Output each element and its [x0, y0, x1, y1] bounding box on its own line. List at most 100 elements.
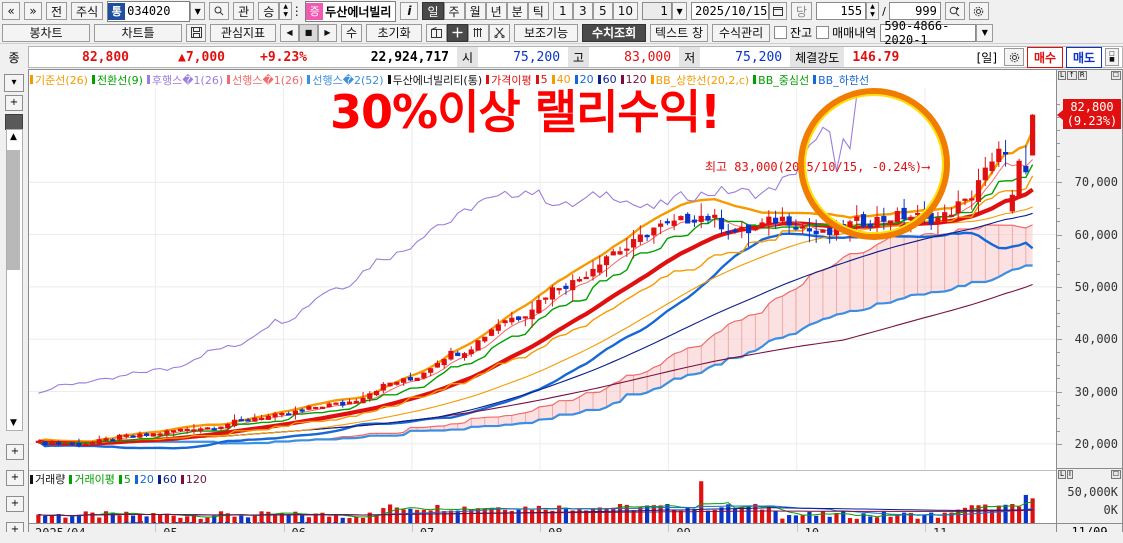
legend-item[interactable]: 두산에너빌리티(통): [387, 72, 482, 88]
add-pane-icon-2[interactable]: +: [6, 470, 24, 486]
drag-handle-icon[interactable]: ⋮: [290, 4, 303, 18]
stock-code-box[interactable]: 통: [107, 0, 191, 22]
move-crosshair-icon[interactable]: [447, 23, 469, 42]
period-week-button[interactable]: 주: [443, 2, 465, 20]
bar-total-field[interactable]: 999: [888, 2, 941, 20]
buy-button[interactable]: 매수: [1027, 46, 1063, 68]
legend-item[interactable]: BB_상한선(20,2,c): [650, 72, 749, 88]
gwansim-jipyo-button[interactable]: 관심지표: [210, 23, 276, 42]
tick-count-field[interactable]: 1: [642, 2, 673, 20]
su-button[interactable]: 수: [341, 23, 363, 42]
tick-3-button[interactable]: 3: [572, 2, 593, 20]
legend-item[interactable]: 전환선(9): [91, 72, 143, 88]
legend-item[interactable]: 거래량: [30, 471, 65, 487]
maemae-checkbox-box[interactable]: [816, 26, 830, 39]
save-icon[interactable]: [186, 23, 206, 42]
bongchart-button[interactable]: 봉차트: [2, 23, 90, 42]
period-minute-button[interactable]: 분: [506, 2, 528, 20]
period-day-button[interactable]: 일: [422, 2, 444, 20]
vol-axis-left-toggle[interactable]: L: [1058, 470, 1066, 479]
stock-code-input[interactable]: [125, 3, 190, 19]
period-tick-button[interactable]: 틱: [527, 2, 549, 20]
legend-item[interactable]: 60: [597, 73, 617, 86]
account-dropdown-icon[interactable]: ▼: [976, 23, 994, 42]
calendar-icon[interactable]: [769, 2, 788, 20]
add-indicator-icon[interactable]: +: [5, 95, 23, 111]
price-axis[interactable]: L ↑ R ☐ 82,800 (9.23%) 70,000 60,000 50,00…: [1057, 69, 1123, 469]
legend-item[interactable]: 60: [157, 473, 177, 486]
bar-count-stepper[interactable]: ▲ ▼: [866, 2, 880, 20]
rail-scroll-up-icon[interactable]: ▲: [10, 132, 17, 142]
period-year-button[interactable]: 년: [485, 2, 507, 20]
gear-icon[interactable]: [968, 2, 989, 20]
playback-stop-icon[interactable]: ■: [299, 23, 318, 42]
bar-count-field[interactable]: 155: [816, 2, 867, 20]
folder-icon[interactable]: [5, 114, 23, 130]
axis-scale-toggle[interactable]: ↑: [1066, 71, 1077, 80]
tick-5-button[interactable]: 5: [592, 2, 613, 20]
jango-checkbox[interactable]: 잔고: [774, 24, 812, 41]
formula-manager-button[interactable]: 수식관리: [712, 23, 771, 42]
collapse-icon[interactable]: ▾: [4, 74, 24, 92]
layout-icon[interactable]: [426, 23, 448, 42]
close-icon[interactable]: ☐: [1110, 71, 1121, 80]
info-icon[interactable]: i: [400, 2, 419, 20]
jango-checkbox-box[interactable]: [774, 26, 788, 39]
add-pane-icon-1[interactable]: +: [6, 444, 24, 460]
legend-item[interactable]: BB_하한선: [813, 72, 869, 88]
tick-count-dropdown-icon[interactable]: ▼: [672, 2, 688, 20]
legend-item[interactable]: 5: [118, 473, 131, 486]
bojo-gineung-button[interactable]: 보조기능: [514, 23, 579, 42]
legend-item[interactable]: 120: [620, 73, 647, 86]
playback-prev-icon[interactable]: ◀: [280, 23, 299, 42]
nav-prev-button[interactable]: «: [2, 2, 20, 20]
jeon-button[interactable]: 전: [46, 2, 68, 20]
gear-icon[interactable]: [1004, 48, 1024, 66]
gwan-button[interactable]: 관: [233, 2, 255, 20]
jusik-button[interactable]: 주식: [71, 2, 104, 20]
charteul-button[interactable]: 차트틀: [94, 23, 182, 42]
rail-scroll-thumb[interactable]: [7, 150, 20, 270]
legend-item[interactable]: 20: [574, 73, 594, 86]
legend-item[interactable]: 가격이평: [486, 72, 532, 88]
legend-item[interactable]: 거래이평: [69, 471, 115, 487]
sell-button[interactable]: 매도: [1066, 46, 1102, 68]
dang-button[interactable]: 당: [791, 2, 813, 20]
legend-item[interactable]: BB_중심선: [753, 72, 809, 88]
legend-item[interactable]: 선행스�2(52): [307, 72, 384, 88]
rail-scrollbar[interactable]: ▲ ▼: [6, 129, 23, 431]
close-icon[interactable]: ☐: [1110, 470, 1121, 479]
chogihwa-button[interactable]: 초기화: [366, 23, 423, 42]
suchi-johoe-button[interactable]: 수치조회: [582, 23, 647, 42]
legend-item[interactable]: 120: [180, 473, 207, 486]
scissors-icon[interactable]: [489, 23, 511, 42]
search-icon[interactable]: [209, 2, 230, 20]
legend-item[interactable]: 선행스�1(26): [227, 72, 303, 88]
legend-item[interactable]: 20: [134, 473, 154, 486]
axis-left-toggle[interactable]: L: [1058, 71, 1066, 80]
date-field[interactable]: 2025/10/15: [691, 2, 770, 20]
playback-next-icon[interactable]: ▶: [318, 23, 337, 42]
ruler-icon[interactable]: [468, 23, 490, 42]
seung-button[interactable]: 승: [258, 2, 280, 20]
rail-scroll-down-icon[interactable]: ▼: [10, 418, 17, 428]
code-stepper[interactable]: ▲ ▼: [279, 2, 293, 20]
legend-item[interactable]: 후행스�1(26): [146, 72, 223, 88]
add-pane-icon-3[interactable]: +: [6, 496, 24, 512]
tick-1-button[interactable]: 1: [552, 2, 573, 20]
volume-axis[interactable]: L I ☐ 50,000K 0K: [1057, 469, 1123, 524]
period-month-button[interactable]: 월: [464, 2, 486, 20]
axis-right-toggle[interactable]: R: [1077, 71, 1087, 80]
code-dropdown-icon[interactable]: ▼: [190, 2, 206, 20]
nav-up-button[interactable]: »: [24, 2, 42, 20]
vol-axis-scale-toggle[interactable]: I: [1066, 470, 1073, 479]
tick-10-button[interactable]: 10: [612, 2, 639, 20]
legend-item[interactable]: 5: [535, 73, 548, 86]
maemae-checkbox[interactable]: 매매내역: [816, 24, 876, 41]
zoom-in-icon[interactable]: [944, 2, 965, 20]
legend-item[interactable]: 기준선(26): [30, 72, 88, 88]
legend-item[interactable]: 40: [551, 73, 571, 86]
stock-name-box[interactable]: 증 두산에너빌리: [305, 0, 397, 22]
expand-icon[interactable]: □ ■: [1105, 48, 1119, 66]
account-field[interactable]: 590-4866-2020-1: [880, 19, 977, 47]
